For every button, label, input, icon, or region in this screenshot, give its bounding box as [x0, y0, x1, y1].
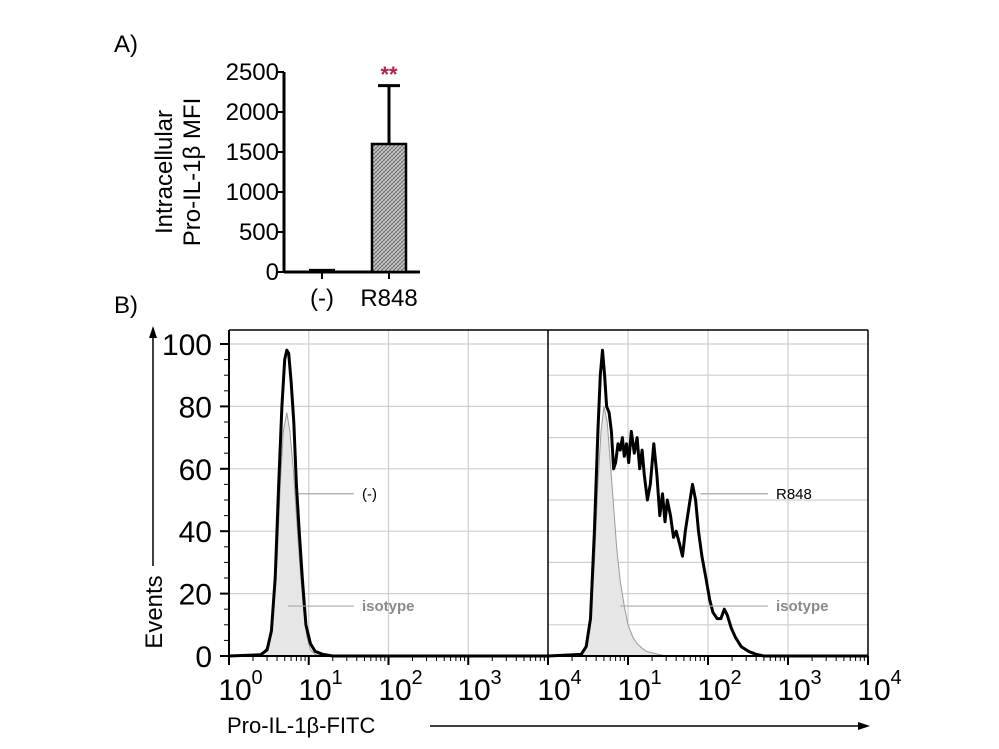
hist-y-tick-label: 40 [179, 516, 212, 549]
hist-x-tick-exponent: 4 [570, 667, 581, 689]
bar-y-tick-label: 1000 [226, 179, 279, 206]
hist-x-tick-exponent: 1 [650, 667, 661, 689]
hist-x-tick-label: 10 [298, 674, 331, 707]
bar-ylabel-line2: Pro-IL-1β MFI [179, 98, 206, 247]
hist-xlabel: Pro-IL-1β-FITC [227, 713, 375, 738]
hist-x-tick-label: 10 [857, 674, 890, 707]
hist-x-tick-exponent: 2 [730, 667, 741, 689]
hist-x-tick-label: 10 [617, 674, 650, 707]
hist-y-tick-label: 0 [195, 641, 212, 674]
histogram-isotype-label: isotype [776, 598, 829, 615]
significance-marker: ** [380, 62, 398, 87]
histogram-isotype-label: isotype [362, 598, 415, 615]
hist-x-tick-label: 10 [378, 674, 411, 707]
fitc-arrow-head [858, 722, 870, 730]
bar-y-tick-label: 0 [266, 259, 279, 286]
hist-x-tick-label: 10 [537, 674, 570, 707]
hist-x-tick-label: 10 [777, 674, 810, 707]
hist-ylabel: Events [141, 575, 168, 648]
bar [370, 142, 408, 274]
events-arrow-head [149, 326, 157, 338]
hist-x-tick-exponent: 3 [810, 667, 821, 689]
hist-x-tick-label: 10 [218, 674, 251, 707]
histogram-sample-label: R848 [776, 486, 812, 503]
sample-histogram [228, 348, 548, 658]
bar-y-tick-label: 1500 [226, 139, 279, 166]
hist-x-tick-exponent: 1 [331, 667, 342, 689]
bar-ylabel-line1: Intracellular [151, 110, 178, 234]
bar-category-label: R848 [360, 285, 417, 312]
bar-y-tick-label: 2500 [226, 59, 279, 86]
bar-chart-panel-a: Intracellular Pro-IL-1β MFI (-) R848 0 50… [151, 59, 420, 312]
hist-y-tick-label: 20 [179, 579, 212, 612]
panel-a-label: A) [114, 31, 138, 58]
hist-y-tick-label: 80 [179, 391, 212, 424]
hist-x-tick-exponent: 0 [251, 667, 262, 689]
histogram-sample-label: (-) [362, 486, 377, 503]
hist-x-tick-exponent: 2 [411, 667, 422, 689]
hist-x-tick-label: 10 [457, 674, 490, 707]
hist-x-tick-exponent: 4 [890, 667, 901, 689]
bar-category-label: (-) [310, 285, 334, 312]
histogram-r848: R848 isotype [547, 348, 868, 658]
sample-histogram [547, 348, 868, 658]
hist-y-tick-label: 100 [162, 329, 212, 362]
bar-y-tick-label: 2000 [226, 99, 279, 126]
histogram-unstimulated: (-) isotype [228, 348, 548, 658]
panel-b-label: B) [114, 292, 138, 319]
bar-y-tick-label: 500 [239, 219, 279, 246]
hist-x-tick-exponent: 3 [490, 667, 501, 689]
hist-y-tick-label: 60 [179, 454, 212, 487]
hist-x-tick-label: 10 [697, 674, 730, 707]
